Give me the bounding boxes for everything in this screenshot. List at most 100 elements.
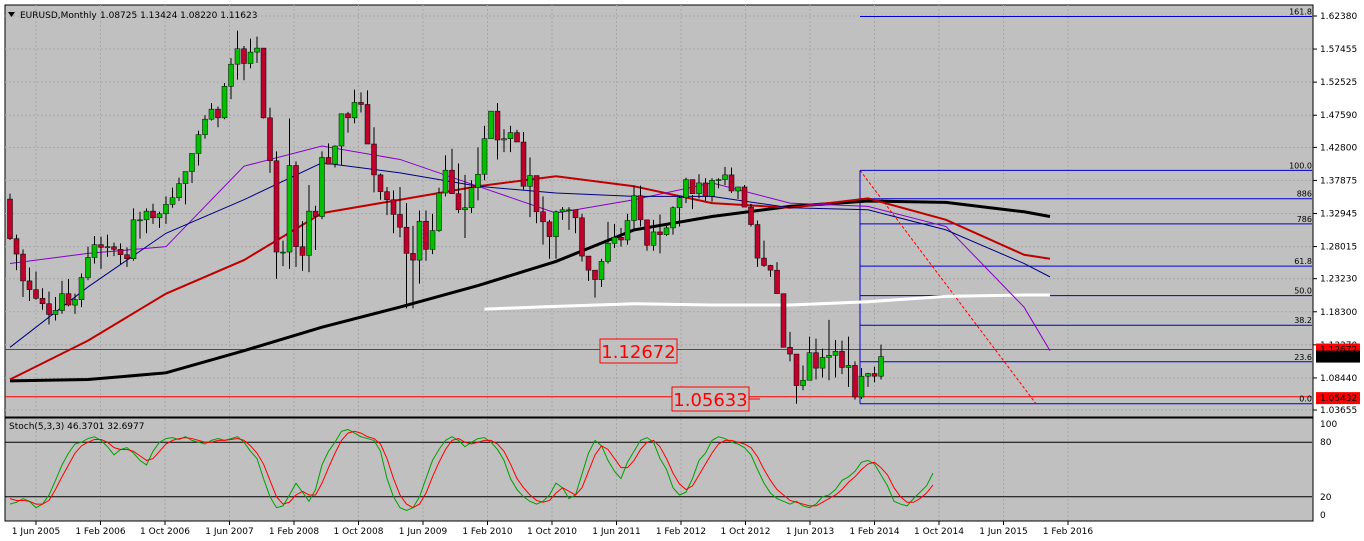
- candle[interactable]: [845, 336, 852, 387]
- candle[interactable]: [637, 185, 644, 227]
- candle[interactable]: [130, 208, 137, 261]
- candle[interactable]: [871, 366, 878, 383]
- candle[interactable]: [702, 178, 709, 202]
- candle[interactable]: [403, 203, 410, 309]
- candle[interactable]: [377, 173, 384, 200]
- candle[interactable]: [7, 193, 13, 240]
- candle[interactable]: [13, 234, 20, 271]
- candle[interactable]: [709, 178, 715, 202]
- candle[interactable]: [286, 118, 293, 269]
- candle[interactable]: [475, 147, 481, 201]
- candle[interactable]: [806, 336, 813, 381]
- candle[interactable]: [228, 58, 234, 100]
- candle[interactable]: [800, 365, 806, 391]
- candle[interactable]: [163, 196, 169, 224]
- candle[interactable]: [208, 103, 215, 121]
- candle[interactable]: [358, 92, 364, 113]
- candle[interactable]: [865, 372, 871, 387]
- candle[interactable]: [546, 219, 553, 259]
- candle[interactable]: [826, 319, 832, 381]
- candle[interactable]: [20, 249, 26, 298]
- fib-anchor-line[interactable]: [859, 170, 1037, 404]
- candle[interactable]: [644, 219, 650, 251]
- candle[interactable]: [436, 187, 442, 232]
- candle[interactable]: [767, 264, 774, 277]
- candle[interactable]: [254, 36, 260, 63]
- ma-line-black[interactable]: [9, 199, 1051, 383]
- candle[interactable]: [566, 207, 572, 230]
- candle[interactable]: [813, 338, 819, 380]
- candle[interactable]: [33, 271, 39, 300]
- candle[interactable]: [338, 113, 345, 165]
- candle[interactable]: [559, 207, 566, 220]
- candle[interactable]: [689, 179, 696, 210]
- candle[interactable]: [507, 125, 514, 153]
- candle[interactable]: [572, 209, 579, 234]
- candle[interactable]: [410, 225, 416, 309]
- candle[interactable]: [247, 38, 254, 69]
- candle[interactable]: [722, 166, 728, 185]
- candle[interactable]: [221, 82, 228, 120]
- candle[interactable]: [728, 167, 735, 194]
- candle[interactable]: [280, 240, 286, 267]
- candle[interactable]: [124, 247, 130, 267]
- candle[interactable]: [241, 46, 247, 81]
- candle[interactable]: [176, 177, 182, 202]
- chart-menu-icon[interactable]: [8, 12, 15, 17]
- candle[interactable]: [332, 145, 338, 168]
- candle[interactable]: [663, 225, 670, 236]
- candle[interactable]: [137, 211, 143, 239]
- candle[interactable]: [384, 186, 390, 216]
- candle[interactable]: [306, 184, 312, 273]
- candle[interactable]: [104, 234, 111, 257]
- candle[interactable]: [754, 220, 761, 267]
- candle[interactable]: [462, 174, 468, 238]
- candle[interactable]: [832, 339, 839, 378]
- candle[interactable]: [624, 213, 631, 245]
- candle[interactable]: [299, 221, 306, 271]
- candle[interactable]: [533, 175, 540, 224]
- candle[interactable]: [345, 111, 351, 133]
- candle[interactable]: [26, 267, 33, 302]
- candle[interactable]: [59, 280, 65, 314]
- candle[interactable]: [416, 210, 423, 284]
- ma-line-white[interactable]: [484, 293, 1051, 311]
- candle[interactable]: [442, 155, 449, 197]
- candle[interactable]: [429, 213, 436, 255]
- candle[interactable]: [748, 203, 754, 227]
- candle[interactable]: [260, 47, 267, 119]
- candle[interactable]: [215, 106, 221, 128]
- stoch-signal-line[interactable]: [9, 430, 934, 509]
- candle[interactable]: [169, 187, 176, 208]
- candle[interactable]: [618, 227, 624, 247]
- candle[interactable]: [111, 242, 117, 257]
- candle[interactable]: [514, 129, 520, 143]
- candle[interactable]: [267, 107, 273, 173]
- candle[interactable]: [657, 214, 663, 254]
- candle[interactable]: [670, 206, 676, 235]
- candle[interactable]: [852, 361, 858, 400]
- candle[interactable]: [605, 221, 611, 264]
- level-label-upper[interactable]: 1.12672: [599, 338, 678, 364]
- candle[interactable]: [273, 151, 280, 279]
- candle[interactable]: [150, 203, 156, 224]
- candle[interactable]: [91, 235, 98, 264]
- candle[interactable]: [202, 115, 208, 139]
- candle[interactable]: [234, 30, 241, 80]
- candle[interactable]: [364, 90, 371, 145]
- candle[interactable]: [774, 262, 780, 294]
- candle[interactable]: [520, 131, 527, 190]
- candle[interactable]: [195, 130, 202, 166]
- candle[interactable]: [631, 185, 637, 232]
- level-label-lower[interactable]: 1.05633: [671, 386, 760, 412]
- candle[interactable]: [839, 340, 845, 375]
- candle[interactable]: [390, 190, 397, 234]
- candle[interactable]: [423, 210, 429, 261]
- stoch-main-line[interactable]: [9, 428, 934, 511]
- candle[interactable]: [65, 278, 72, 307]
- candle[interactable]: [527, 157, 533, 218]
- candle[interactable]: [598, 258, 605, 287]
- candle[interactable]: [351, 89, 358, 124]
- candle[interactable]: [878, 344, 884, 380]
